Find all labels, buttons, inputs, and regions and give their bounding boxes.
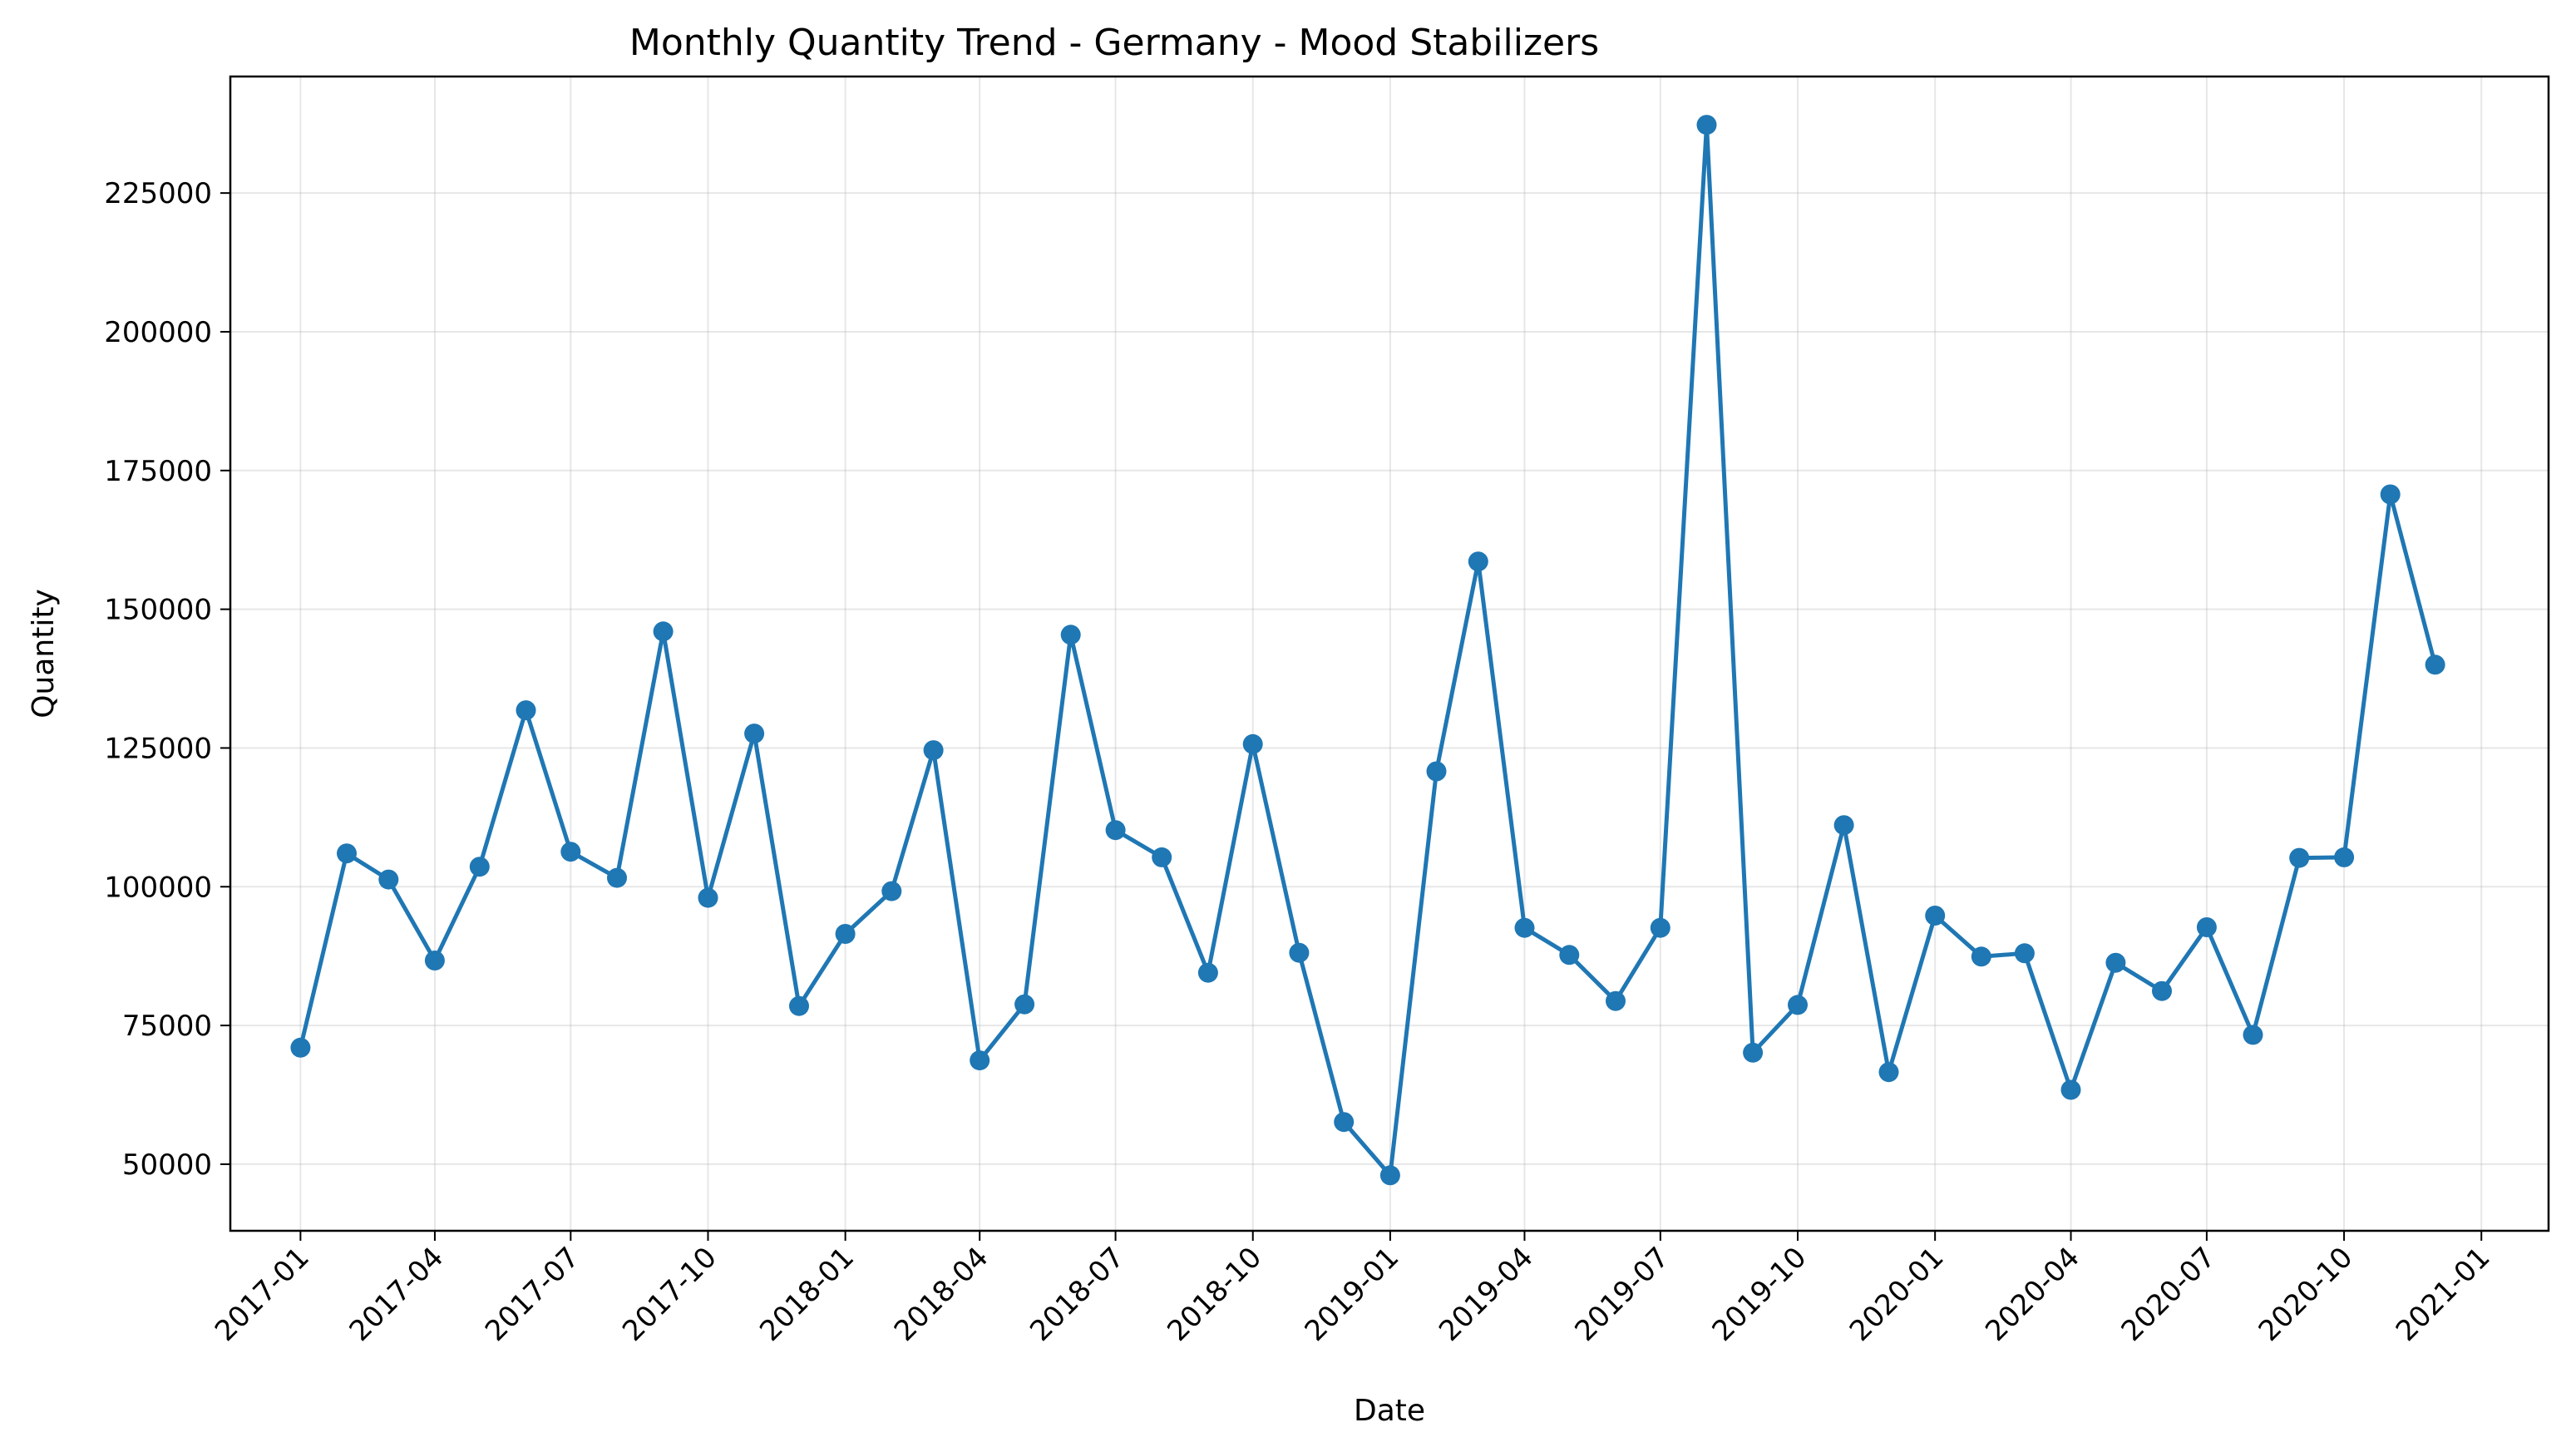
data-point	[653, 621, 674, 642]
x-tick-label: 2017-07	[479, 1241, 586, 1348]
data-point	[2014, 943, 2035, 964]
x-tick-label: 2019-01	[1299, 1241, 1406, 1348]
x-tick-label: 2018-07	[1024, 1241, 1131, 1348]
x-tick-label: 2020-04	[1979, 1241, 2086, 1348]
data-point	[1925, 906, 1946, 926]
x-tick-label: 2021-01	[2390, 1241, 2497, 1348]
data-point	[1014, 994, 1035, 1015]
data-point	[1379, 1165, 1400, 1186]
x-tick-label: 2020-07	[2115, 1241, 2223, 1348]
data-point	[1334, 1112, 1355, 1133]
y-tick-label: 225000	[104, 177, 212, 210]
data-point	[1559, 945, 1580, 966]
data-point	[1971, 946, 1991, 967]
data-point	[1696, 115, 1717, 136]
data-point	[560, 842, 581, 862]
data-point	[835, 924, 856, 944]
data-point	[1650, 917, 1670, 938]
data-point	[1197, 962, 1218, 983]
y-axis: 50000 75000 100000 125000 150000 175000 200000…	[104, 177, 230, 1182]
data-point	[1060, 625, 1081, 645]
data-point	[1606, 990, 1626, 1011]
data-point	[1743, 1042, 1764, 1063]
y-tick-label: 100000	[104, 871, 212, 904]
x-axis-label: Date	[1354, 1394, 1425, 1428]
data-point	[2196, 917, 2217, 937]
data-point	[516, 700, 536, 721]
data-point	[1426, 761, 1447, 782]
y-axis-label: Quantity	[27, 589, 61, 719]
x-axis: 2017-01 2017-04 2017-07 2017-10 2018-01 2018-…	[209, 1231, 2497, 1348]
data-point	[2380, 484, 2401, 505]
data-point	[1105, 820, 1126, 841]
data-point	[337, 843, 357, 864]
data-point	[1878, 1062, 1899, 1083]
x-tick-label: 2019-10	[1706, 1241, 1814, 1348]
series-quantity	[290, 115, 2445, 1186]
data-point	[469, 857, 490, 877]
data-point	[2152, 980, 2172, 1001]
x-tick-label: 2019-07	[1568, 1241, 1675, 1348]
data-point	[424, 951, 445, 970]
data-point	[1242, 733, 1263, 754]
x-tick-label: 2020-10	[2253, 1241, 2360, 1348]
data-point	[2289, 847, 2310, 868]
data-point	[881, 881, 902, 901]
data-point	[2243, 1025, 2263, 1045]
y-tick-label: 200000	[104, 316, 212, 349]
data-point	[1788, 995, 1808, 1015]
data-point	[378, 869, 399, 890]
data-point	[2060, 1079, 2081, 1100]
x-tick-label: 2017-10	[616, 1241, 723, 1348]
chart-title: Monthly Quantity Trend - Germany - Mood …	[629, 22, 1599, 64]
grid-lines	[230, 77, 2549, 1231]
y-tick-label: 125000	[104, 732, 212, 765]
data-point	[290, 1037, 311, 1058]
x-tick-label: 2018-10	[1161, 1241, 1268, 1348]
data-point	[2105, 952, 2126, 973]
data-point	[1152, 847, 1172, 867]
data-point	[1833, 815, 1854, 836]
y-tick-label: 150000	[104, 594, 212, 627]
data-point	[698, 887, 718, 908]
x-tick-label: 2017-04	[343, 1241, 451, 1348]
data-point	[789, 995, 809, 1016]
data-point	[2334, 847, 2355, 867]
data-point	[607, 867, 627, 888]
x-tick-label: 2018-04	[888, 1241, 995, 1348]
y-tick-label: 75000	[122, 1010, 212, 1043]
x-tick-label: 2020-01	[1843, 1241, 1951, 1348]
y-tick-label: 175000	[104, 455, 212, 488]
x-tick-label: 2017-01	[209, 1241, 316, 1348]
data-point	[1289, 942, 1310, 963]
x-tick-label: 2019-04	[1433, 1241, 1540, 1348]
data-point	[744, 724, 765, 744]
x-tick-label: 2018-01	[753, 1241, 861, 1348]
data-point	[923, 740, 944, 761]
data-point	[970, 1050, 990, 1071]
data-point	[2425, 654, 2445, 675]
data-point	[1514, 917, 1535, 938]
data-point	[1468, 551, 1488, 572]
series-line	[298, 122, 2438, 1178]
y-tick-label: 50000	[122, 1148, 212, 1182]
